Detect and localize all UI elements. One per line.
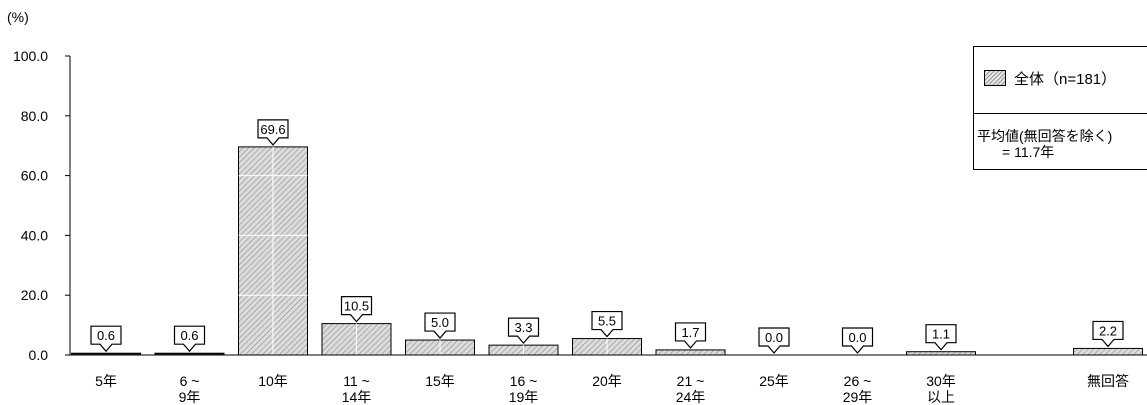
x-tick-label: 15年 bbox=[425, 373, 455, 389]
legend: 全体（n=181） 平均値(無回答を除く) = 11.7年 bbox=[973, 46, 1147, 170]
data-label: 5.5 bbox=[598, 314, 616, 329]
data-label: 3.3 bbox=[514, 320, 532, 335]
y-tick-label: 100.0 bbox=[13, 48, 48, 64]
y-tick-label: 20.0 bbox=[21, 287, 48, 303]
x-tick-label: 24年 bbox=[676, 389, 706, 405]
x-tick-label: 6 ~ bbox=[180, 373, 200, 389]
data-label: 1.7 bbox=[681, 325, 699, 340]
x-tick-label: 以上 bbox=[927, 389, 955, 405]
data-label-callout bbox=[925, 324, 957, 351]
data-label-callout bbox=[507, 317, 540, 345]
legend-mean-label: 平均値(無回答を除く) bbox=[977, 128, 1113, 144]
x-tick-label: 25年 bbox=[759, 373, 789, 389]
y-tick-label: 60.0 bbox=[21, 168, 48, 184]
x-tick-label: 11 ~ bbox=[343, 373, 370, 389]
x-tick-label: 29年 bbox=[843, 389, 873, 405]
data-label-callout bbox=[591, 310, 623, 338]
data-label-callout bbox=[841, 327, 874, 354]
x-tick-label: 26 ~ bbox=[844, 373, 872, 389]
data-label: 5.0 bbox=[431, 315, 449, 330]
data-label-callout bbox=[90, 325, 122, 353]
data-label: 0.0 bbox=[765, 330, 783, 345]
x-tick-label: 20年 bbox=[592, 373, 622, 389]
bar bbox=[655, 349, 726, 356]
x-tick-label: 5年 bbox=[95, 373, 117, 389]
x-tick-label: 10年 bbox=[258, 373, 288, 389]
data-label-callout bbox=[758, 327, 790, 354]
data-label: 1.1 bbox=[932, 327, 950, 342]
data-label-callout bbox=[1092, 320, 1124, 348]
legend-series-label: 全体（n=181） bbox=[1014, 71, 1117, 88]
data-label: 10.5 bbox=[344, 299, 369, 314]
data-label-callout bbox=[173, 325, 206, 353]
x-tick-label: 9年 bbox=[179, 389, 201, 405]
legend-divider bbox=[974, 113, 1147, 114]
y-tick-label: 40.0 bbox=[21, 227, 48, 243]
data-label-callout bbox=[674, 322, 707, 349]
y-axis-unit-label: (%) bbox=[7, 9, 29, 25]
x-tick-label: 19年 bbox=[509, 389, 539, 405]
legend-mean-value: = 11.7年 bbox=[1002, 144, 1055, 160]
x-tick-label: 14年 bbox=[342, 389, 372, 405]
data-label-callout bbox=[340, 296, 373, 323]
bar bbox=[1073, 347, 1143, 356]
data-label-callout bbox=[257, 119, 289, 146]
data-label: 0.0 bbox=[848, 330, 866, 345]
x-tick-label: 16 ~ bbox=[510, 373, 538, 389]
data-label: 0.6 bbox=[97, 328, 115, 343]
y-tick-label: 80.0 bbox=[21, 108, 48, 124]
x-tick-label: 30年 bbox=[926, 373, 956, 389]
y-tick-label: 0.0 bbox=[29, 347, 49, 363]
data-label-callout bbox=[424, 312, 456, 339]
x-tick-label: 無回答 bbox=[1087, 373, 1129, 389]
legend-swatch bbox=[984, 70, 1006, 86]
x-tick-label: 21 ~ bbox=[677, 373, 705, 389]
data-label: 2.2 bbox=[1099, 323, 1117, 338]
data-label: 69.6 bbox=[260, 122, 285, 137]
data-label: 0.6 bbox=[180, 328, 198, 343]
